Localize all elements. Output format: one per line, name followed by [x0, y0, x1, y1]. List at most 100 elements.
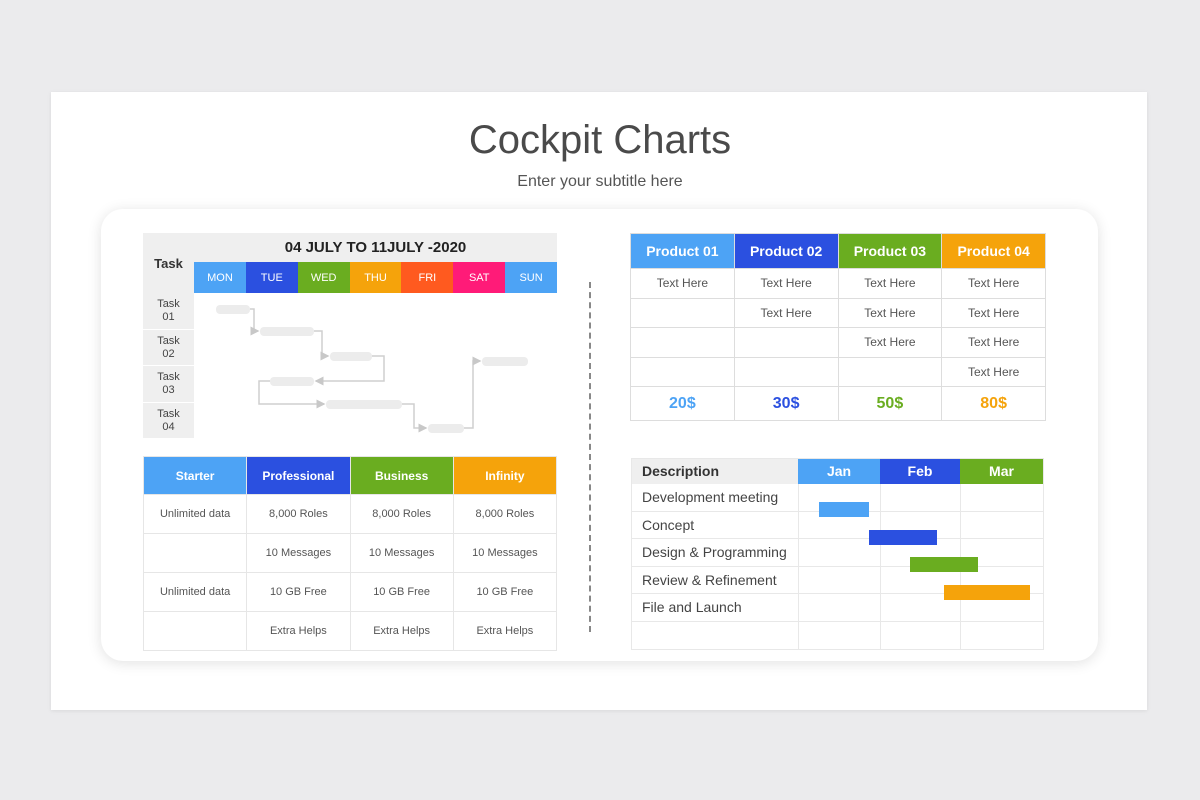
- gantt-row: [631, 567, 1044, 594]
- table-cell: [630, 356, 735, 387]
- table-cell: [630, 297, 735, 328]
- plan-header-starter: Starter: [142, 456, 248, 495]
- price-row: 20$ 30$ 50$ 80$: [630, 386, 1046, 421]
- price-value: 50$: [837, 386, 943, 421]
- plans-header-row: Starter Professional Business Infinity: [142, 456, 558, 495]
- gantt-task-label: Development meeting: [642, 489, 779, 505]
- gantt-row: [631, 539, 1044, 567]
- pricing-plans-table: Starter Professional Business Infinity Unli…: [142, 456, 558, 651]
- plan-header-infinity: Infinity: [452, 456, 558, 495]
- flow-connectors: [250, 308, 482, 433]
- day-header-row: MON TUE WED THU FRI SAT SUN: [194, 262, 558, 293]
- table-cell: Unlimited data: [142, 494, 248, 534]
- gantt-bar: [910, 557, 978, 572]
- day-header-wed: WED: [297, 262, 350, 293]
- table-cell: 8,000 Roles: [349, 494, 454, 534]
- product-header-3: Product 03: [837, 233, 943, 269]
- products-header-row: Product 01 Product 02 Product 03 Product 04: [630, 233, 1046, 269]
- table-cell: Text Here: [837, 297, 943, 328]
- task-label-text: Task: [157, 298, 180, 310]
- task-label-text: Task: [157, 407, 180, 420]
- price-value: 20$: [630, 386, 735, 421]
- gantt-task-label: File and Launch: [642, 599, 742, 615]
- day-header-mon: MON: [194, 262, 246, 293]
- table-cell: 10 Messages: [246, 533, 351, 573]
- month-header-jan: Jan: [798, 458, 880, 484]
- table-cell: Text Here: [630, 268, 735, 299]
- task-label-number: 01: [162, 311, 175, 323]
- task-row-label: Task 02: [143, 329, 194, 366]
- task-flow-diagram: [216, 305, 528, 433]
- flow-step: [428, 424, 464, 433]
- table-cell: 10 GB Free: [452, 572, 558, 612]
- table-cell: [733, 356, 839, 387]
- table-cell: Unlimited data: [142, 572, 248, 612]
- task-label-number: 03: [162, 384, 175, 396]
- flow-step: [482, 357, 528, 366]
- table-row: Unlimited data 10 GB Free 10 GB Free 10 GB …: [142, 572, 558, 612]
- day-header-fri: FRI: [401, 262, 454, 293]
- table-cell: Text Here: [941, 356, 1046, 387]
- table-row: Extra Helps Extra Helps Extra Helps: [142, 611, 558, 651]
- table-cell: 8,000 Roles: [452, 494, 558, 534]
- page-title: Cockpit Charts: [468, 118, 732, 162]
- gantt-gridline: [880, 484, 881, 650]
- gantt-row: [631, 622, 1044, 650]
- table-cell: 10 Messages: [349, 533, 454, 573]
- month-header-mar: Mar: [960, 458, 1043, 484]
- price-value: 30$: [733, 386, 839, 421]
- table-cell: [142, 533, 248, 573]
- table-cell: Text Here: [941, 297, 1046, 328]
- table-cell: Text Here: [733, 268, 839, 299]
- section-divider: [589, 282, 591, 632]
- table-cell: Extra Helps: [452, 611, 558, 651]
- table-cell: 10 GB Free: [246, 572, 351, 612]
- table-cell: Text Here: [941, 327, 1046, 358]
- flow-step: [260, 327, 314, 336]
- price-value: 80$: [941, 386, 1046, 421]
- task-label-column: Task 01 Task 02 Task 03 Task 04: [143, 293, 194, 439]
- table-row: Text Here Text Here: [630, 327, 1046, 358]
- day-header-sun: SUN: [505, 262, 558, 293]
- page-subtitle: Enter your subtitle here: [517, 173, 683, 190]
- product-header-1: Product 01: [630, 233, 735, 269]
- day-header-sat: SAT: [453, 262, 506, 293]
- task-label-number: 04: [162, 420, 175, 433]
- gantt-task-label: Review & Refinement: [642, 571, 777, 588]
- table-cell: [733, 327, 839, 358]
- table-cell: 8,000 Roles: [246, 494, 351, 534]
- gantt-bar: [869, 529, 937, 545]
- table-row: 10 Messages 10 Messages 10 Messages: [142, 533, 558, 573]
- gantt-row: [631, 594, 1044, 622]
- table-row: Text Here: [630, 356, 1046, 387]
- table-row: Text Here Text Here Text Here Text Here: [630, 268, 1046, 299]
- gantt-row: [631, 512, 1044, 539]
- flow-step: [330, 352, 372, 361]
- plan-header-professional: Professional: [246, 456, 351, 495]
- task-row-label: Task 01: [143, 293, 194, 330]
- table-cell: Text Here: [941, 268, 1046, 299]
- task-row-label: Task 04: [143, 402, 194, 439]
- day-header-tue: TUE: [245, 262, 298, 293]
- product-header-2: Product 02: [733, 233, 839, 269]
- gantt-gridline: [798, 484, 799, 650]
- table-cell: [837, 356, 943, 387]
- table-cell: 10 Messages: [452, 533, 558, 573]
- flow-step: [270, 377, 314, 386]
- flow-step: [326, 400, 402, 409]
- table-cell: [630, 327, 735, 358]
- table-cell: Text Here: [837, 268, 943, 299]
- task-label-text: Task: [157, 371, 180, 383]
- day-header-thu: THU: [349, 262, 402, 293]
- gantt-task-label: Design & Programming: [642, 544, 787, 560]
- table-cell: Text Here: [733, 297, 839, 328]
- task-column-header: Task: [143, 233, 194, 293]
- product-header-4: Product 04: [941, 233, 1046, 269]
- plan-header-business: Business: [349, 456, 454, 495]
- flow-step: [216, 305, 250, 314]
- table-cell: Text Here: [837, 327, 943, 358]
- table-cell: 10 GB Free: [349, 572, 454, 612]
- gantt-chart: Description Jan Feb Mar Development meeting…: [631, 458, 1044, 650]
- table-cell: Extra Helps: [246, 611, 351, 651]
- gantt-task-label: Concept: [642, 516, 695, 533]
